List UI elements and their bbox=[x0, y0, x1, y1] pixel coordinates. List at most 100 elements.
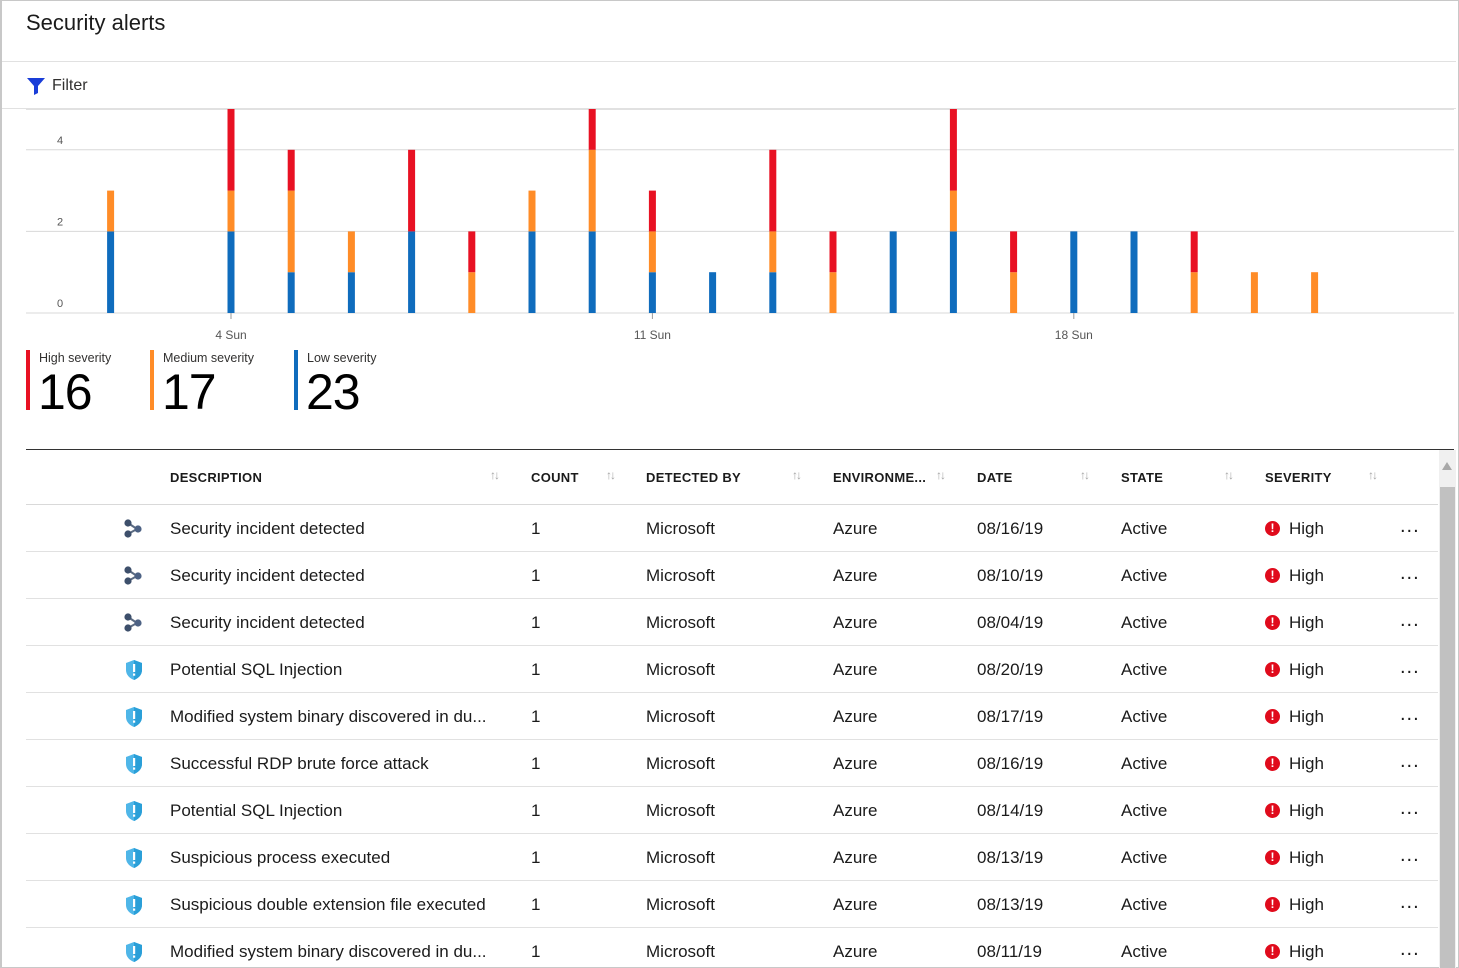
bar-low-severity[interactable] bbox=[227, 231, 235, 313]
bar-low-severity[interactable] bbox=[528, 231, 536, 313]
sort-count-icon[interactable]: ↑↓ bbox=[606, 468, 616, 482]
more-actions-button[interactable]: ... bbox=[1400, 750, 1420, 772]
scrollbar-thumb[interactable] bbox=[1440, 487, 1455, 968]
column-header-environment[interactable]: ENVIRONME... bbox=[833, 470, 927, 485]
bar-medium-severity[interactable] bbox=[829, 272, 837, 313]
alert-detected-by: Microsoft bbox=[646, 566, 715, 585]
bar-high-severity[interactable] bbox=[949, 109, 957, 191]
table-row[interactable]: Suspicious double extension file execute… bbox=[26, 881, 1438, 928]
table-row[interactable]: Modified system binary discovered in du.… bbox=[26, 693, 1438, 740]
table-row[interactable]: Security incident detected 1 Microsoft Azur… bbox=[26, 505, 1438, 552]
more-actions-button[interactable]: ... bbox=[1400, 609, 1420, 631]
sort-date-icon[interactable]: ↑↓ bbox=[1080, 468, 1090, 482]
more-actions-button[interactable]: ... bbox=[1400, 797, 1420, 819]
sort-severity-icon[interactable]: ↑↓ bbox=[1368, 468, 1378, 482]
bar-medium-severity[interactable] bbox=[347, 231, 355, 273]
column-header-detected-by[interactable]: DETECTED BY bbox=[646, 470, 742, 485]
more-actions-button[interactable]: ... bbox=[1400, 938, 1420, 960]
scroll-up-icon[interactable] bbox=[1442, 462, 1452, 470]
bar-high-severity[interactable] bbox=[408, 149, 416, 232]
bar-low-severity[interactable] bbox=[1070, 231, 1078, 313]
more-actions-button[interactable]: ... bbox=[1400, 844, 1420, 866]
bar-low-severity[interactable] bbox=[1130, 231, 1138, 313]
more-actions-button[interactable]: ... bbox=[1400, 891, 1420, 913]
more-actions-button[interactable]: ... bbox=[1400, 703, 1420, 725]
alert-count: 1 bbox=[531, 660, 541, 679]
bar-medium-severity[interactable] bbox=[949, 190, 957, 232]
alert-description[interactable]: Suspicious double extension file execute… bbox=[170, 895, 486, 914]
table-row[interactable]: Modified system binary discovered in du.… bbox=[26, 928, 1438, 968]
bar-low-severity[interactable] bbox=[949, 231, 957, 313]
alert-state: Active bbox=[1121, 754, 1168, 773]
alert-description[interactable]: Security incident detected bbox=[170, 566, 365, 585]
sort-environment-icon[interactable]: ↑↓ bbox=[936, 468, 946, 482]
table-row[interactable]: Potential SQL Injection 1 Microsoft Azure 08… bbox=[26, 787, 1438, 834]
sort-state-icon[interactable]: ↑↓ bbox=[1224, 468, 1234, 482]
bar-medium-severity[interactable] bbox=[588, 149, 596, 232]
alert-description[interactable]: Potential SQL Injection bbox=[170, 801, 343, 820]
bar-low-severity[interactable] bbox=[588, 231, 596, 313]
sort-detected-by-icon[interactable]: ↑↓ bbox=[792, 468, 802, 482]
bar-medium-severity[interactable] bbox=[1010, 272, 1018, 313]
column-header-count[interactable]: COUNT bbox=[531, 470, 579, 485]
shield-alert-icon bbox=[126, 660, 142, 680]
bar-high-severity[interactable] bbox=[648, 190, 656, 232]
bar-medium-severity[interactable] bbox=[648, 231, 656, 273]
table-row[interactable]: Security incident detected 1 Microsoft Azur… bbox=[26, 599, 1438, 646]
alert-description[interactable]: Potential SQL Injection bbox=[170, 660, 343, 679]
bar-medium-severity[interactable] bbox=[1250, 272, 1258, 313]
alert-environment: Azure bbox=[833, 942, 878, 961]
bar-medium-severity[interactable] bbox=[107, 190, 115, 232]
bar-high-severity[interactable] bbox=[588, 109, 596, 150]
bar-medium-severity[interactable] bbox=[287, 190, 295, 273]
alert-description[interactable]: Security incident detected bbox=[170, 519, 365, 538]
bar-low-severity[interactable] bbox=[889, 231, 897, 313]
bar-low-severity[interactable] bbox=[769, 272, 777, 313]
bar-medium-severity[interactable] bbox=[227, 190, 235, 232]
table-row[interactable]: Security incident detected 1 Microsoft Azur… bbox=[26, 552, 1438, 599]
bar-high-severity[interactable] bbox=[1010, 231, 1018, 273]
bar-high-severity[interactable] bbox=[829, 231, 837, 273]
bar-high-severity[interactable] bbox=[227, 109, 235, 191]
bar-low-severity[interactable] bbox=[107, 231, 115, 313]
bar-medium-severity[interactable] bbox=[769, 231, 777, 273]
alert-description[interactable]: Security incident detected bbox=[170, 613, 365, 632]
table-row[interactable]: Successful RDP brute force attack 1 Micros… bbox=[26, 740, 1438, 787]
bar-medium-severity[interactable] bbox=[528, 190, 536, 232]
bar-high-severity[interactable] bbox=[1190, 231, 1198, 273]
alert-description[interactable]: Suspicious process executed bbox=[170, 848, 391, 867]
bar-low-severity[interactable] bbox=[287, 272, 295, 313]
bar-high-severity[interactable] bbox=[468, 231, 476, 273]
more-actions-button[interactable]: ... bbox=[1400, 656, 1420, 678]
bar-medium-severity[interactable] bbox=[1311, 272, 1319, 313]
more-actions-button[interactable]: ... bbox=[1400, 562, 1420, 584]
alert-count: 1 bbox=[531, 707, 541, 726]
high-severity-icon: ! bbox=[1265, 568, 1280, 583]
column-header-date[interactable]: DATE bbox=[977, 470, 1013, 485]
alerts-table: DESCRIPTION ↑↓ COUNT ↑↓ DETECTED BY ↑↓ E… bbox=[26, 449, 1454, 968]
table-row[interactable]: Potential SQL Injection 1 Microsoft Azure 08… bbox=[26, 646, 1438, 693]
alert-detected-by: Microsoft bbox=[646, 519, 715, 538]
bar-medium-severity[interactable] bbox=[468, 272, 476, 313]
bar-high-severity[interactable] bbox=[769, 149, 777, 232]
bar-low-severity[interactable] bbox=[709, 272, 717, 313]
filter-button[interactable]: Filter bbox=[26, 74, 88, 98]
medium-severity-label: Medium severity bbox=[163, 351, 254, 365]
bar-high-severity[interactable] bbox=[287, 149, 295, 191]
bar-low-severity[interactable] bbox=[648, 272, 656, 313]
high-severity-icon: ! bbox=[1265, 756, 1280, 771]
alert-description[interactable]: Modified system binary discovered in du.… bbox=[170, 942, 487, 961]
alert-description[interactable]: Modified system binary discovered in du.… bbox=[170, 707, 487, 726]
bar-low-severity[interactable] bbox=[408, 231, 416, 313]
high-severity-icon: ! bbox=[1265, 709, 1280, 724]
column-header-description[interactable]: DESCRIPTION bbox=[170, 470, 263, 485]
alert-date: 08/13/19 bbox=[977, 895, 1044, 914]
column-header-state[interactable]: STATE bbox=[1121, 470, 1164, 485]
more-actions-button[interactable]: ... bbox=[1400, 515, 1420, 537]
table-row[interactable]: Suspicious process executed 1 Microsoft Azu… bbox=[26, 834, 1438, 881]
column-header-severity[interactable]: SEVERITY bbox=[1265, 470, 1332, 485]
alert-description[interactable]: Successful RDP brute force attack bbox=[170, 754, 429, 773]
bar-medium-severity[interactable] bbox=[1190, 272, 1198, 313]
bar-low-severity[interactable] bbox=[347, 272, 355, 313]
sort-description-icon[interactable]: ↑↓ bbox=[490, 468, 500, 482]
